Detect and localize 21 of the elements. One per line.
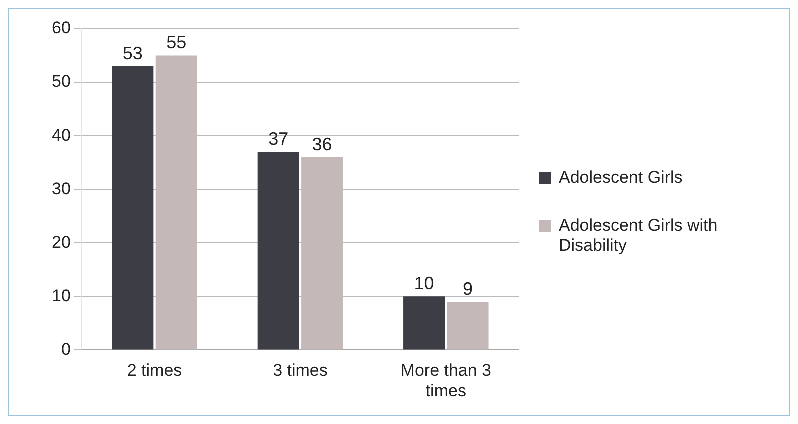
bar (112, 66, 154, 350)
data-label: 55 (166, 32, 187, 53)
y-tick-label: 0 (61, 340, 71, 359)
x-tick-label: More than 3 times (400, 361, 492, 400)
data-label: 53 (122, 43, 143, 64)
data-label: 37 (268, 129, 289, 150)
y-tick-label: 30 (52, 179, 71, 198)
x-tick-label: 2 times (127, 361, 182, 380)
y-tick-label: 50 (52, 72, 71, 92)
data-label: 9 (463, 278, 474, 299)
bar (258, 152, 300, 350)
y-tick-label: 40 (52, 126, 71, 145)
x-tick-label: 3 times (273, 361, 328, 380)
bar (404, 296, 446, 350)
legend-label: Adolescent Girls with Disability (559, 216, 719, 256)
y-tick-label: 20 (52, 232, 71, 252)
legend-label: Adolescent Girls (559, 168, 683, 188)
y-tick-label: 60 (52, 18, 71, 38)
data-label: 10 (414, 274, 434, 294)
y-tick-label: 10 (52, 286, 71, 306)
data-label: 36 (312, 134, 332, 154)
